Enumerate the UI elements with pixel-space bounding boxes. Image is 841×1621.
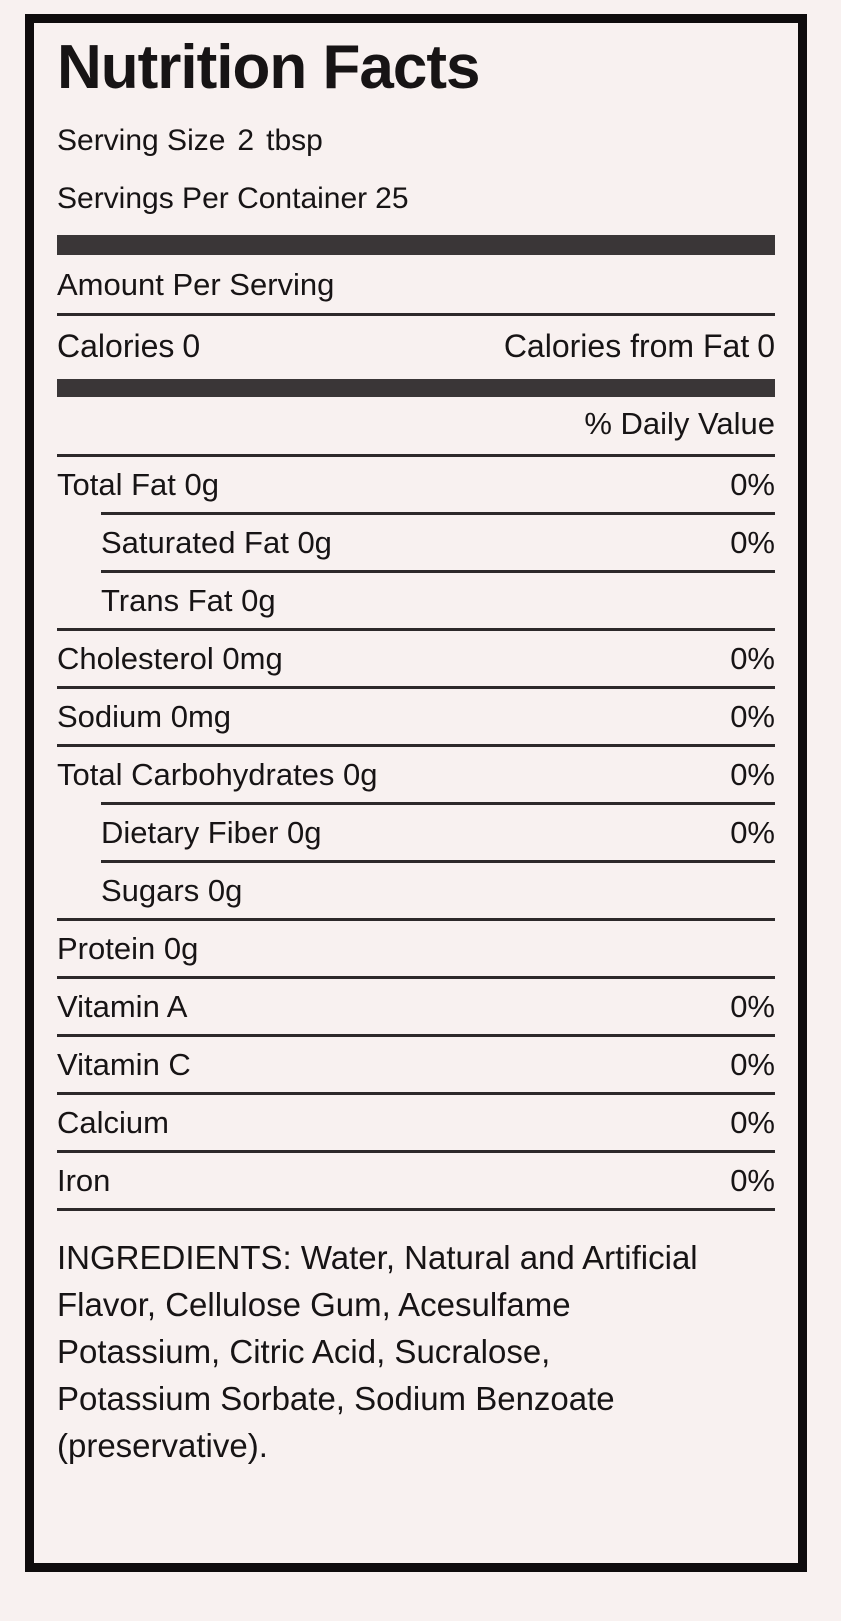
nutrient-daily-value: 0% [730,757,775,793]
nutrient-daily-value: 0% [730,1163,775,1199]
nutrition-facts-label: Nutrition Facts Serving Size 2 tbsp Servin… [25,14,807,1572]
nutrient-row: Saturated Fat 0g 0% [57,515,775,574]
ingredients-text: INGREDIENTS: Water, Natural and Artifici… [57,1239,698,1464]
calories-value: 0 [182,328,201,365]
calories-label: Calories [57,328,175,365]
servings-per-container-value: 25 [375,181,409,215]
nutrient-label: Sodium 0mg [57,699,232,735]
page: { "label": { "title": "Nutrition Facts",… [0,14,841,1621]
nutrient-daily-value: 0% [730,699,775,735]
nutrient-label: Sugars 0g [101,873,243,909]
serving-size-unit: tbsp [266,124,323,158]
nutrient-row: Sodium 0mg 0% [57,689,775,748]
nutrient-row: Iron 0% [57,1153,775,1212]
nutrient-daily-value: 0% [730,467,775,503]
serving-size-value: 2 [237,124,255,158]
serving-size-line: Serving Size 2 tbsp [57,122,775,160]
calories-left: Calories 0 [57,328,200,365]
nutrient-daily-value: 0% [730,1047,775,1083]
amount-per-serving-header: Amount Per Serving [57,255,775,317]
nutrient-row: Total Carbohydrates 0g 0% [57,747,775,806]
nutrient-label: Protein 0g [57,931,199,967]
nutrient-rows: Total Fat 0g 0% Saturated Fat 0g 0% Trans Fa… [57,457,775,1212]
nutrient-row: Dietary Fiber 0g 0% [57,805,775,864]
serving-size-label: Serving Size [57,124,226,158]
nutrient-row: Vitamin A 0% [57,979,775,1038]
nutrient-label: Calcium [57,1105,169,1141]
daily-value-header: % Daily Value [57,397,775,458]
nutrient-row: Trans Fat 0g [57,573,775,632]
nutrient-daily-value: 0% [730,989,775,1025]
nutrient-label: Vitamin C [57,1047,191,1083]
label-title: Nutrition Facts [57,33,480,102]
nutrient-label: Total Fat 0g [57,467,219,503]
calories-from-fat: Calories from Fat 0 [504,328,775,365]
nutrient-label: Dietary Fiber 0g [101,815,322,851]
nutrient-row: Sugars 0g [57,863,775,922]
nutrient-daily-value: 0% [730,525,775,561]
servings-per-container-label: Servings Per Container [57,181,368,215]
nutrient-row: Protein 0g [57,921,775,980]
nutrient-label: Vitamin A [57,989,188,1025]
servings-per-container-line: Servings Per Container 25 [57,180,775,218]
thick-divider-calories [57,379,775,398]
nutrient-row: Cholesterol 0mg 0% [57,631,775,690]
nutrient-row: Vitamin C 0% [57,1037,775,1096]
nutrient-label: Cholesterol 0mg [57,641,283,677]
nutrient-row: Calcium 0% [57,1095,775,1154]
nutrient-row: Total Fat 0g 0% [57,457,775,516]
thick-divider-top [57,235,775,256]
nutrient-label: Iron [57,1163,111,1199]
nutrient-label: Total Carbohydrates 0g [57,757,378,793]
nutrient-daily-value: 0% [730,641,775,677]
calories-from-fat-label: Calories from Fat [503,328,750,365]
calories-from-fat-value: 0 [757,328,775,365]
nutrient-label: Trans Fat 0g [101,583,276,619]
calories-row: Calories 0 Calories from Fat 0 [57,316,775,379]
nutrient-daily-value: 0% [730,815,775,851]
nutrient-daily-value: 0% [730,1105,775,1141]
nutrient-label: Saturated Fat 0g [101,525,332,561]
